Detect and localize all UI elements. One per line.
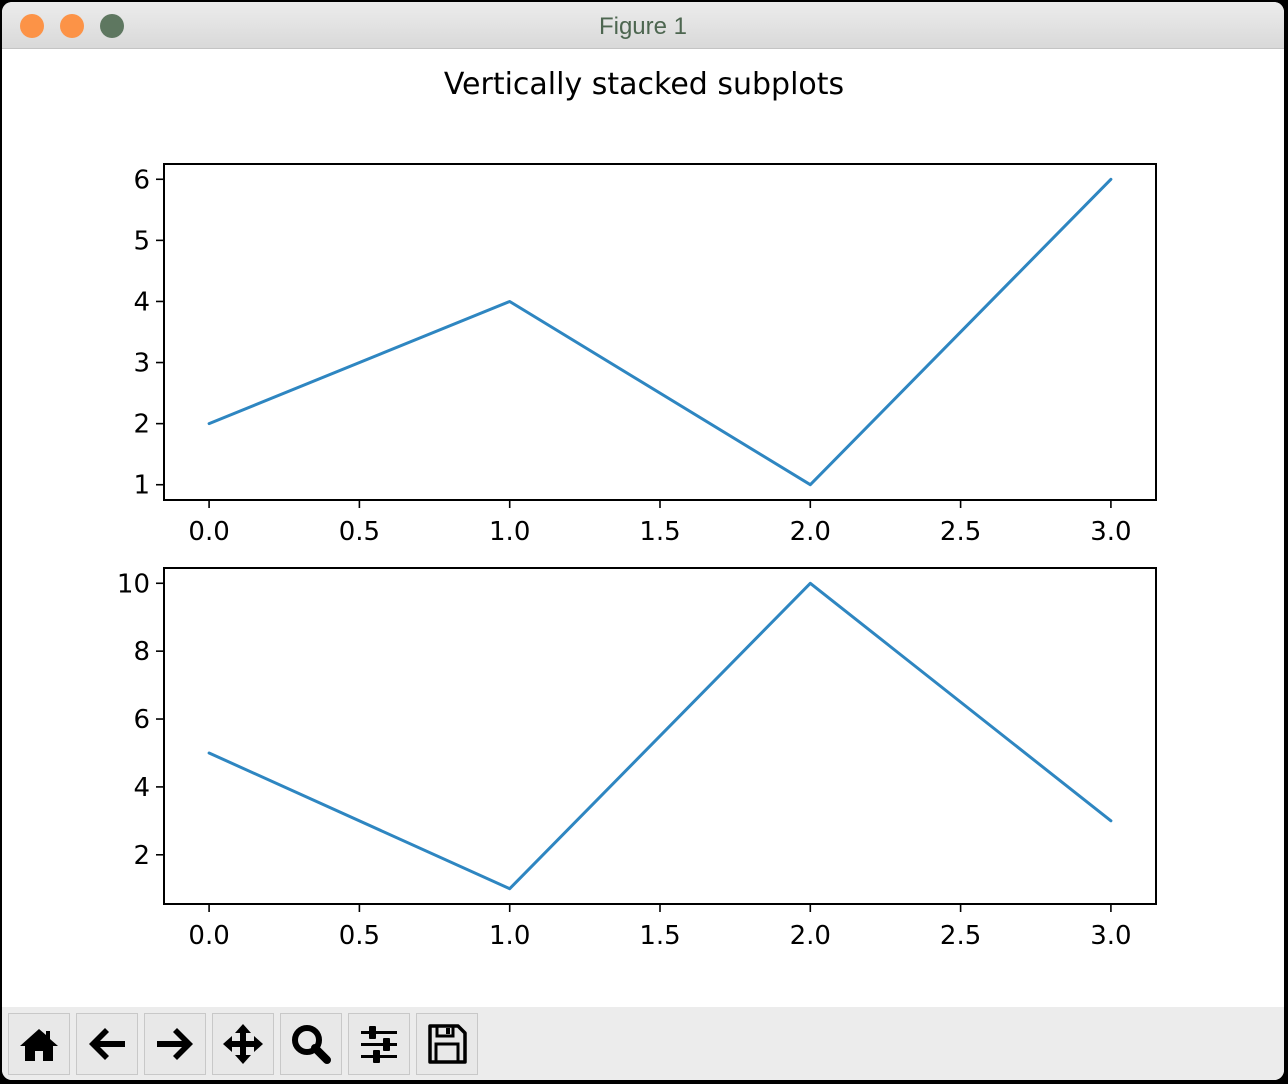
- configure-subplots-button[interactable]: [348, 1013, 410, 1075]
- top-subplot: 0.0 0.5 1.0 1.5 2.0 2.5 3.0 1 2 3 4 5 6: [133, 163, 1157, 547]
- y-tick-label: 2: [133, 410, 150, 440]
- floppy-disk-icon: [428, 1024, 467, 1064]
- axes-frame: [163, 163, 1157, 501]
- x-tick-label: 1.0: [489, 517, 530, 547]
- y-tick-label: 10: [117, 569, 150, 599]
- save-button[interactable]: [416, 1013, 478, 1075]
- x-tick-label: 0.0: [188, 517, 229, 547]
- x-tick-label: 2.5: [940, 921, 981, 951]
- y-tick-label: 4: [133, 287, 150, 317]
- magnifier-icon: [292, 1025, 331, 1064]
- back-button[interactable]: [76, 1013, 138, 1075]
- y-tick-label: 8: [133, 637, 150, 667]
- x-tick-label: 1.5: [639, 921, 680, 951]
- x-tick-label: 3.0: [1090, 517, 1131, 547]
- home-button[interactable]: [8, 1013, 70, 1075]
- x-tick-label: 3.0: [1090, 921, 1131, 951]
- x-tick-label: 0.0: [188, 921, 229, 951]
- home-icon: [20, 1029, 58, 1061]
- zoom-button[interactable]: [280, 1013, 342, 1075]
- y-tick-label: 6: [133, 705, 150, 735]
- x-tick-label: 0.5: [339, 517, 380, 547]
- series-line: [207, 581, 1113, 891]
- forward-button[interactable]: [144, 1013, 206, 1075]
- figure-svg: Vertically stacked subplots 0.0 0.5 1.0 1.5…: [117, 67, 1157, 951]
- x-tick-label: 2.0: [790, 921, 831, 951]
- arrow-left-icon: [89, 1028, 125, 1060]
- y-tick-label: 5: [133, 226, 150, 256]
- x-tick-label: 2.0: [790, 517, 831, 547]
- arrow-right-icon: [157, 1028, 193, 1060]
- x-tick-label: 2.5: [940, 517, 981, 547]
- sliders-icon: [361, 1026, 397, 1063]
- pan-button[interactable]: [212, 1013, 274, 1075]
- window-title: Figure 1: [598, 13, 688, 40]
- y-tick-label: 2: [133, 841, 150, 871]
- close-window-button[interactable]: [20, 14, 44, 38]
- zoom-window-button[interactable]: [100, 14, 124, 38]
- x-tick-label: 1.0: [489, 921, 530, 951]
- minimize-window-button[interactable]: [60, 14, 84, 38]
- title-bar: Figure 1: [2, 2, 1284, 49]
- bottom-subplot: 0.0 0.5 1.0 1.5 2.0 2.5 3.0 2 4 6 8 10: [117, 567, 1157, 951]
- move-icon: [223, 1024, 263, 1064]
- y-tick-label: 3: [133, 349, 150, 379]
- x-tick-label: 1.5: [639, 517, 680, 547]
- y-tick-label: 4: [133, 773, 150, 803]
- y-tick-label: 6: [133, 165, 150, 195]
- figure-canvas[interactable]: Vertically stacked subplots 0.0 0.5 1.0 1.5…: [2, 49, 1284, 1007]
- series-line: [207, 177, 1113, 487]
- figure-suptitle: Vertically stacked subplots: [444, 67, 844, 102]
- navigation-toolbar: [2, 1007, 1284, 1080]
- y-tick-label: 1: [133, 471, 150, 501]
- x-tick-label: 0.5: [339, 921, 380, 951]
